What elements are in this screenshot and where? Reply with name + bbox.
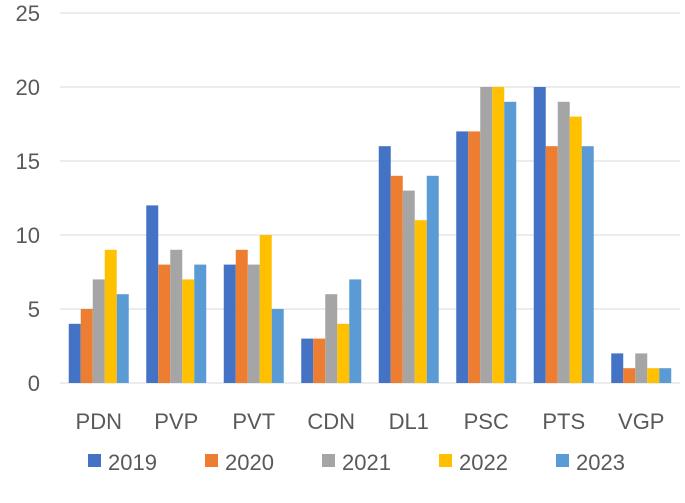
bar-pvp-2020 bbox=[158, 264, 171, 383]
bar-pvt-2022 bbox=[259, 235, 272, 383]
legend: 2019 2020 2021 2022 2023 bbox=[88, 450, 625, 475]
x-axis: PDN PVP PVT CDN DL1 PSC PTS VGP bbox=[76, 409, 665, 434]
bar-cdn-2019 bbox=[301, 338, 314, 383]
bar-pvp-2022 bbox=[182, 279, 195, 383]
x-tick-label: CDN bbox=[307, 409, 355, 434]
bar-dl1-2021 bbox=[402, 190, 415, 383]
bar-psc-2019 bbox=[456, 131, 469, 383]
bar-pdn-2020 bbox=[80, 309, 93, 383]
bar-pdn-2023 bbox=[116, 294, 129, 383]
x-tick-label: PDN bbox=[76, 409, 122, 434]
x-tick-label: DL1 bbox=[389, 409, 429, 434]
bar-pvt-2021 bbox=[247, 264, 260, 383]
bar-pvp-2019 bbox=[146, 205, 159, 383]
bar-dl1-2020 bbox=[390, 175, 403, 383]
bar-dl1-2019 bbox=[378, 146, 391, 383]
legend-label-2023: 2023 bbox=[576, 450, 625, 475]
bar-psc-2021 bbox=[480, 87, 493, 383]
bar-pts-2019 bbox=[533, 87, 546, 383]
y-tick-label: 15 bbox=[16, 149, 40, 174]
bars bbox=[68, 87, 672, 384]
legend-swatch-2022 bbox=[439, 454, 452, 467]
bar-cdn-2020 bbox=[313, 338, 326, 383]
bar-vgp-2020 bbox=[623, 368, 636, 383]
legend-label-2020: 2020 bbox=[225, 450, 274, 475]
bar-psc-2020 bbox=[468, 131, 481, 383]
x-tick-label: PSC bbox=[464, 409, 509, 434]
bar-psc-2022 bbox=[492, 87, 505, 383]
legend-label-2022: 2022 bbox=[459, 450, 508, 475]
bar-vgp-2019 bbox=[611, 353, 624, 383]
y-tick-label: 20 bbox=[16, 75, 40, 100]
legend-label-2021: 2021 bbox=[342, 450, 391, 475]
y-tick-label: 25 bbox=[16, 1, 40, 26]
bar-pvt-2023 bbox=[271, 309, 284, 383]
bar-cdn-2022 bbox=[337, 323, 350, 383]
bar-pdn-2021 bbox=[92, 279, 105, 383]
bar-pvp-2023 bbox=[194, 264, 207, 383]
bar-psc-2023 bbox=[504, 101, 517, 384]
bar-pts-2023 bbox=[581, 146, 594, 383]
bar-pdn-2022 bbox=[104, 249, 117, 383]
bar-cdn-2023 bbox=[349, 279, 362, 383]
bar-dl1-2023 bbox=[426, 175, 439, 383]
bar-pts-2021 bbox=[557, 101, 570, 384]
bar-dl1-2022 bbox=[414, 220, 427, 383]
bar-vgp-2022 bbox=[647, 368, 660, 383]
bar-cdn-2021 bbox=[325, 294, 338, 383]
bar-pdn-2019 bbox=[68, 323, 81, 383]
legend-label-2019: 2019 bbox=[108, 450, 157, 475]
bar-pts-2022 bbox=[569, 116, 582, 383]
legend-swatch-2021 bbox=[322, 454, 335, 467]
bar-pvt-2020 bbox=[235, 249, 248, 383]
x-tick-label: PTS bbox=[542, 409, 585, 434]
x-tick-label: PVP bbox=[154, 409, 198, 434]
x-tick-label: VGP bbox=[618, 409, 664, 434]
legend-swatch-2020 bbox=[205, 454, 218, 467]
y-tick-label: 0 bbox=[28, 371, 40, 396]
x-tick-label: PVT bbox=[232, 409, 275, 434]
bar-pvt-2019 bbox=[223, 264, 236, 383]
y-tick-label: 5 bbox=[28, 297, 40, 322]
bar-vgp-2023 bbox=[659, 368, 672, 383]
bar-pvp-2021 bbox=[170, 249, 183, 383]
y-tick-label: 10 bbox=[16, 223, 40, 248]
bar-vgp-2021 bbox=[635, 353, 648, 383]
y-axis-ticks: 0 5 10 15 20 25 bbox=[16, 1, 40, 396]
legend-swatch-2019 bbox=[88, 454, 101, 467]
legend-swatch-2023 bbox=[556, 454, 569, 467]
bar-pts-2020 bbox=[545, 146, 558, 383]
